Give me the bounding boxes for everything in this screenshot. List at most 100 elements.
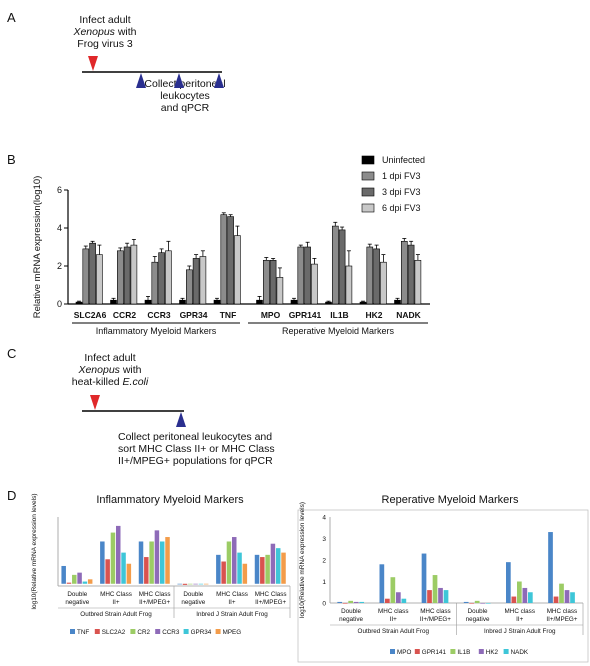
panel-d-right-bar	[528, 592, 533, 603]
panel-b-category-label: CCR2	[113, 310, 136, 320]
panel-d-right-bar	[463, 601, 469, 603]
panel-c-collect-arrow	[176, 412, 186, 427]
panel-d-right-y-tick-label: 2	[322, 558, 326, 565]
panel-d-right-bar	[348, 600, 354, 603]
panel-a-collect-arrow	[136, 73, 146, 88]
panel-d-right-legend-label: GPR141	[422, 649, 447, 656]
panel-d-left-bar	[270, 543, 276, 584]
panel-d-left-bar	[154, 530, 160, 584]
panel-b-legend-swatch	[361, 203, 375, 213]
panel-d-right-category-label: Double	[341, 608, 361, 615]
panel-b-category-label: MPO	[261, 310, 281, 320]
panel-d-left-bar	[105, 559, 110, 584]
panel-d-left-legend-swatch	[183, 629, 189, 634]
panel-d-left-bar	[177, 583, 182, 585]
panel-d-right-bar	[522, 587, 528, 603]
panel-b-bar	[338, 229, 346, 305]
panel-d-left-category-label: MHC Class	[100, 591, 132, 598]
panel-b-y-axis-label: Relative mRNA expression(log10)	[32, 176, 43, 319]
panel-d-right-bar	[379, 564, 385, 603]
panel-a-infect-line1: Infect adult	[79, 14, 131, 26]
panel-b-category-label: TNF	[220, 310, 237, 320]
panel-b-bar	[75, 301, 83, 305]
panel-b-legend-label: 3 dpi FV3	[382, 187, 421, 197]
panel-c-collect-line1: Collect peritoneal leukocytes and	[118, 431, 273, 443]
panel-d-right-category-label: II+	[390, 616, 397, 623]
panel-d-right-bar	[485, 603, 491, 604]
panel-d-right-y-tick-label: 0	[322, 601, 326, 608]
panel-d-left-legend-swatch	[215, 629, 221, 634]
panel-d-left-bar	[77, 572, 82, 584]
panel-letter-d: D	[7, 488, 17, 503]
panel-d-left-legend-swatch	[70, 629, 75, 634]
panel-d-right-y-tick-label: 4	[322, 515, 326, 522]
panel-b-bar	[151, 261, 159, 305]
panel-d-left-legend-label: CR2	[137, 629, 150, 636]
panel-a-infect-line2: Xenopus with	[73, 26, 137, 38]
panel-b-bar	[262, 259, 270, 305]
panel-b-bar	[407, 244, 415, 305]
panel-d-right-bar	[553, 596, 559, 603]
panel-d-right-bar	[337, 601, 343, 603]
panel-d-left-category-label: MHC Class	[216, 591, 248, 598]
panel-d-right-bar	[359, 601, 365, 603]
panel-d-left-bar	[216, 554, 221, 584]
panel-b-bar	[130, 244, 138, 305]
panel-d-left-bar	[237, 552, 242, 584]
panel-b-category-label: HK2	[365, 310, 382, 320]
panel-d-left-bar	[144, 557, 149, 584]
panel-d-right-bar	[427, 590, 432, 603]
panel-d-right-frame	[297, 509, 589, 663]
panel-d-left-bar	[126, 563, 132, 584]
panel-b-legend-swatch	[361, 155, 375, 165]
panel-c-infect-arrow	[90, 395, 100, 410]
panel-d-right-bar	[390, 577, 396, 603]
panel-d-right-bar	[506, 562, 511, 603]
panel-d-right-legend-label: IL1B	[457, 649, 470, 656]
panel-b-bar	[192, 258, 200, 305]
panel-a-collect-line1: Collect peritoneal	[144, 78, 226, 90]
panel-d-left-bar	[82, 581, 88, 584]
panel-b-bar	[394, 299, 401, 305]
panel-d-left-category-label: negative	[181, 599, 205, 606]
panel-c-infect-line2: Xenopus with	[78, 364, 142, 376]
panel-d-right-bar	[385, 598, 390, 603]
panel-d-right-bar	[432, 575, 438, 603]
panel-d-right-bar	[421, 553, 427, 603]
panel-d-left-bar	[100, 541, 105, 584]
panel-d-left-bar	[87, 579, 93, 584]
panel-b-bar	[89, 242, 96, 305]
panel-b-bar	[269, 259, 277, 305]
panel-d-right-legend-swatch	[503, 649, 509, 654]
panel-d-right-category-label: Double	[468, 608, 488, 615]
panel-b-bar	[380, 261, 387, 305]
panel-d-left-bar	[203, 583, 209, 585]
panel-b-bar	[123, 246, 131, 305]
panel-d-right-legend-label: NADK	[511, 649, 529, 656]
panel-b-bar	[331, 225, 339, 305]
panel-d-left-bar	[232, 537, 237, 584]
panel-b-bar	[220, 214, 228, 305]
panel-b-bar	[158, 252, 165, 305]
panel-d-left-bar	[165, 537, 170, 584]
panel-d-left-bar	[260, 557, 265, 584]
panel-b-legend-label: Uninfected	[382, 155, 425, 165]
panel-d-right-legend-swatch	[414, 649, 420, 654]
panel-d-left-bar	[116, 525, 121, 584]
panel-d-left-bar	[254, 554, 260, 584]
panel-letter-b: B	[7, 152, 16, 167]
panel-d-left-title: Inflammatory Myeloid Markers	[96, 494, 244, 506]
panel-b-category-label: SLC2A6	[74, 310, 107, 320]
panel-d-left-category-label: Double	[67, 591, 87, 598]
panel-b-bar	[290, 299, 298, 305]
panel-d-right-bar	[511, 596, 517, 603]
panel-b-bar	[345, 265, 353, 305]
panel-letter-a: A	[7, 10, 16, 25]
panel-b-bar	[117, 250, 124, 305]
panel-d-left-bar	[149, 541, 154, 584]
panel-d-left-category-label: II+/MPEG+	[255, 599, 286, 606]
panel-d-right-legend-label: HK2	[486, 649, 499, 656]
panel-d-right-bar	[438, 587, 443, 603]
panel-b-legend-label: 6 dpi FV3	[382, 203, 421, 213]
